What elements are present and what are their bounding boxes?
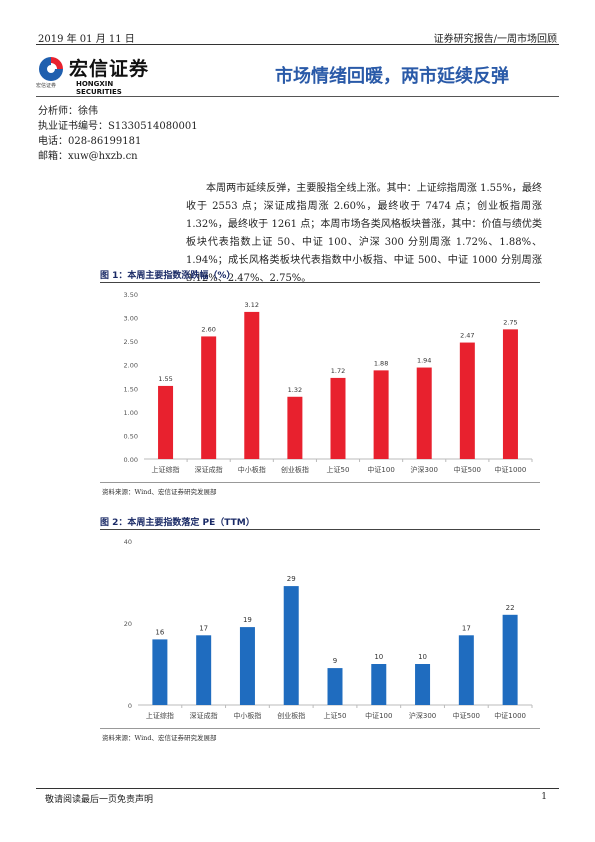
bar [330,377,346,459]
data-label: 10 [374,653,383,661]
x-tick-label: 上证50 [324,711,347,720]
bar [416,367,432,459]
logo-small-text: 宏信证券 [36,83,57,89]
analyst-name: 分析师：徐伟 [38,106,98,117]
figure2-chart: 0 20 40 16 上证综指 17 深证成指 19 中小板指 29 创业板指 9 上证50 10 中证10… [124,538,533,720]
bar [239,627,255,705]
company-logo: 宏信证券 HONGXIN SECURITIES 宏信证券 [36,52,158,96]
title-divider [36,96,559,97]
data-label: 16 [155,628,164,636]
bar [287,396,303,459]
figure2-bottom-rule [100,728,540,729]
x-tick-label: 中证100 [367,465,394,474]
figure1-bottom-rule [100,482,540,483]
data-label: 17 [199,624,208,632]
analyst-phone: 电话：028-86199181 [38,136,142,147]
bar [158,385,174,459]
x-tick-label: 中小板指 [233,711,261,720]
bar [458,635,474,705]
summary-paragraph: 本周两市延续反弹，主要股指全线上涨。其中：上证综指周涨 1.55%，最终收于 2… [186,183,542,284]
data-label: 2.60 [201,325,215,333]
x-tick-label: 创业板指 [281,465,309,474]
figure2-title: 图 2：本周主要指数落定 PE（TTM） [100,518,255,528]
y-tick-label: 2.00 [124,362,138,370]
data-label: 1.32 [288,386,302,394]
y-tick-label: 1.50 [124,385,138,393]
data-label: 2.75 [503,318,517,326]
data-label: 1.55 [158,375,172,383]
bar [327,668,343,705]
x-tick-label: 中证500 [453,711,480,720]
figure2-top-rule [100,529,540,530]
x-tick-label: 深证成指 [190,711,218,720]
report-date: 2019 年 01 月 11 日 [38,34,135,45]
y-tick-label: 40 [124,538,132,546]
y-tick-label: 0.50 [124,432,138,440]
x-tick-label: 创业板指 [277,711,305,720]
y-tick-label: 3.50 [124,291,138,299]
bar [152,639,168,705]
y-tick-label: 0.00 [124,456,138,464]
y-tick-label: 0 [128,702,132,710]
y-tick-label: 20 [124,620,132,628]
bar [373,370,389,459]
y-tick-label: 2.50 [124,338,138,346]
figure1-source: 资料来源：Wind、宏信证券研究发展部 [102,488,217,496]
analyst-license: 执业证书编号：S1330514080001 [38,121,198,132]
footer-disclaimer: 敬请阅读最后一页免责声明 [45,795,154,805]
page-number: 1 [541,792,547,802]
x-tick-label: 中证1000 [495,465,527,474]
y-tick-label: 3.00 [124,315,138,323]
logo-text: 宏信证券 [69,58,150,80]
x-tick-label: 上证50 [327,465,350,474]
figure2-source: 资料来源：Wind、宏信证券研究发展部 [102,734,217,742]
y-tick-label: 1.00 [124,409,138,417]
x-tick-label: 中小板指 [238,465,266,474]
x-tick-label: 深证成指 [195,465,223,474]
x-tick-label: 中证100 [365,711,392,720]
x-tick-label: 上证综指 [146,711,174,720]
bar [201,336,217,459]
analyst-email: 邮箱：xuw@hxzb.cn [38,151,138,162]
logo-english: HONGXIN SECURITIES [76,80,122,96]
data-label: 2.47 [460,332,474,340]
bar [244,311,260,459]
data-label: 19 [243,616,252,624]
data-label: 1.72 [331,367,345,375]
bar [283,586,299,705]
bar [196,635,212,705]
data-label: 1.88 [374,359,388,367]
header-divider [36,44,559,45]
data-label: 3.12 [245,301,259,309]
data-label: 9 [333,657,337,665]
bar [371,664,387,705]
data-label: 22 [506,604,515,612]
figure1-title: 图 1：本周主要指数涨跌幅（%） [100,271,236,281]
bar [502,614,518,705]
figure1-chart: 0.00 0.50 1.00 1.50 2.00 2.50 3.00 3.50 1.55 上证综指… [124,291,533,474]
figure1-top-rule [100,282,540,283]
report-title: 市场情绪回暖，两市延续反弹 [275,66,509,87]
bar [459,342,475,459]
report-type: 证券研究报告/一周市场回顾 [433,34,557,45]
data-label: 29 [287,575,296,583]
x-tick-label: 沪深300 [411,465,438,474]
logo-mark-icon [39,57,63,81]
data-label: 10 [418,653,427,661]
bar [502,329,518,459]
data-label: 17 [462,624,471,632]
x-tick-label: 沪深300 [409,711,436,720]
x-tick-label: 中证1000 [494,711,526,720]
footer-divider [36,788,559,789]
data-label: 1.94 [417,357,431,365]
x-tick-label: 中证500 [454,465,481,474]
bar [415,664,431,705]
x-tick-label: 上证综指 [152,465,180,474]
